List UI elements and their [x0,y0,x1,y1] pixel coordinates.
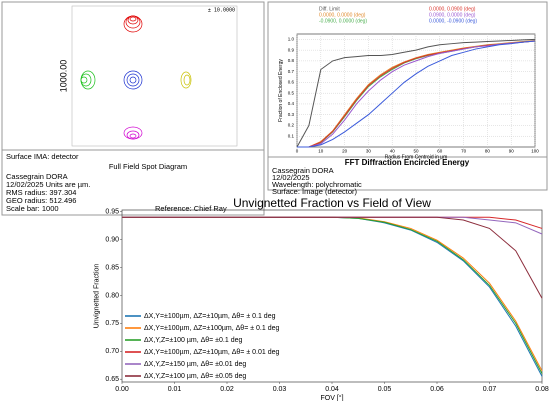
y-axis-label: Fraction of Enclosed Energy [278,59,284,122]
series-line [296,38,536,148]
panel-title: FFT Diffraction Encircled Energy [345,158,470,167]
legend-label: 0.0000, -0.0900 (deg) [429,18,477,24]
panel-frame [267,1,548,191]
series-line [122,216,543,299]
legend-label: ΔX,Y=±100µm, ΔZ=±10µm, Δθ= ± 0.1 deg [144,313,276,320]
panel-frame [1,1,265,216]
y-tick-label: 0.5 [288,90,295,95]
y-tick-label: 0.1 [288,133,295,138]
y-tick-label: 1.0 [288,37,295,42]
x-tick-label: 10 [318,149,324,154]
legend-label: 0.0900, 0.0000 (deg) [429,12,476,18]
x-tick-label: 90 [509,149,515,154]
panel-title: Full Field Spot Diagram [109,162,187,171]
y-axis-label: Unvignetted Fraction [94,264,101,329]
x-axis-label: FOV [°] [320,394,343,401]
legend-label: ΔX,Y,Z=±100 µm, Δθ= ±0.1 deg [144,337,242,344]
legend-label: Diff. Limit [319,6,340,12]
x-tick-label: 0.08 [535,386,549,393]
x-tick-label: 0.01 [168,386,182,393]
y-tick-label: 0.65 [105,376,119,383]
x-tick-label: 0.05 [378,386,392,393]
spot-frame [71,5,238,147]
x-tick-label: 0.03 [273,386,287,393]
series-line [122,216,543,235]
chart-title: Unvignetted Fraction vs Field of View [233,196,431,210]
x-tick-label: 30 [366,149,372,154]
info-line: RMS radius: 397.304 [6,188,76,197]
y-tick-label: 0.2 [288,123,295,128]
series-line [122,216,543,372]
y-tick-label: 0.70 [105,348,119,355]
series-line [297,40,536,148]
info-line: Wavelength: polychromatic [272,180,362,189]
legend-label: ΔX,Y,Z=±100 µm, Δθ= ±0.05 deg [144,373,246,380]
x-tick-label: 0.07 [483,386,497,393]
y-tick-label: 0.8 [288,58,295,63]
x-tick-label: 20 [342,149,348,154]
y-tick-label: 0.3 [288,112,295,117]
info-line: GEO radius: 512.496 [6,196,76,205]
x-tick-label: 0.04 [325,386,339,393]
x-axis-label: Radius From Centroid in µm [385,155,448,161]
axis-label: 1000.00 [58,60,68,93]
reference: Reference: Chief Ray [155,204,227,213]
y-tick-label: 0.6 [288,80,295,85]
y-tick-label: 0.75 [105,320,119,327]
x-tick-label: 100 [531,149,539,154]
x-tick-label: 80 [485,149,491,154]
x-tick-label: 0 [296,149,299,154]
x-tick-label: 0.00 [115,386,129,393]
info-line: Cassegrain DORA [272,166,334,175]
plot-area [121,209,543,383]
x-tick-label: 40 [390,149,396,154]
y-tick-label: 0.4 [288,101,295,106]
y-tick-label: 0.90 [105,236,119,243]
x-tick-label: 0.02 [220,386,234,393]
y-tick-label: 0.85 [105,264,119,271]
y-tick-label: 0.95 [105,209,119,216]
scale-label: ± 10.0000 [208,8,235,14]
x-tick-label: 50 [413,149,419,154]
info-line: Surface: Image (detector) [272,187,358,196]
y-tick-label: 0.80 [105,292,119,299]
legend-label: 0.0000, 0.0000 (deg) [319,12,366,18]
y-tick-label: 0.7 [288,69,295,74]
info-line: 12/02/2025 [272,173,310,182]
x-tick-label: 70 [461,149,467,154]
surface: Surface IMA: detector [6,152,79,161]
x-tick-label: 60 [437,149,443,154]
y-tick-label: 0.9 [288,47,295,52]
legend-label: ΔX,Y=±100µm, ΔZ=±10µm, Δθ= ± 0.01 deg [144,349,279,356]
x-tick-label: 0.06 [430,386,444,393]
legend-label: ΔX,Y=±100µm, ΔZ=±100µm, Δθ= ± 0.1 deg [144,325,279,332]
legend-label: ΔX,Y,Z=±150 µm, Δθ= ±0.01 deg [144,361,246,368]
spots [80,15,192,140]
info-line: Cassegrain DORA [6,172,68,181]
series-line [297,40,536,148]
legend-label: 0.0000, 0.0900 (deg) [429,6,476,12]
legend-label: -0.0900, 0.0000 (deg) [319,18,367,24]
info-line: Scale bar: 1000 [6,204,59,213]
info-line: 12/02/2025 Units are µm. [6,180,90,189]
